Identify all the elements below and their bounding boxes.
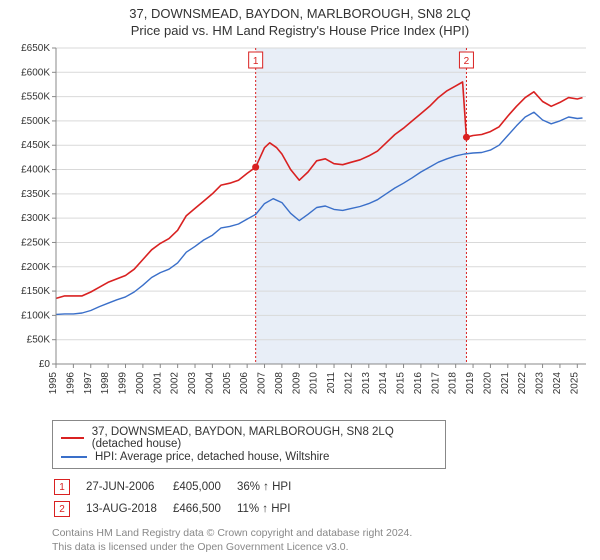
svg-text:1999: 1999 [118,372,129,395]
svg-text:1997: 1997 [83,372,94,395]
svg-text:1998: 1998 [100,372,111,395]
legend-row: 37, DOWNSMEAD, BAYDON, MARLBOROUGH, SN8 … [61,426,437,450]
svg-text:£0: £0 [39,359,51,370]
svg-text:2017: 2017 [430,372,441,395]
svg-text:£350K: £350K [21,189,50,200]
svg-text:1996: 1996 [65,372,76,395]
svg-text:£550K: £550K [21,92,50,103]
svg-text:2023: 2023 [535,372,546,395]
footer-line-2: This data is licensed under the Open Gov… [52,541,590,555]
svg-text:2015: 2015 [396,372,407,395]
svg-text:2024: 2024 [552,372,563,395]
svg-text:2016: 2016 [413,372,424,395]
legend-row: HPI: Average price, detached house, Wilt… [61,451,437,463]
svg-text:£250K: £250K [21,237,50,248]
svg-text:2018: 2018 [448,372,459,395]
svg-text:£650K: £650K [21,44,50,54]
svg-text:£200K: £200K [21,262,50,273]
svg-text:£150K: £150K [21,286,50,297]
svg-text:2: 2 [464,56,470,67]
marker-index-box: 1 [54,479,70,495]
svg-text:2011: 2011 [326,372,337,394]
marker-delta: 11% ↑ HPI [237,499,305,519]
svg-text:2002: 2002 [170,372,181,395]
svg-text:2012: 2012 [343,372,354,395]
legend-swatch [61,456,87,458]
markers-table: 1 27-JUN-2006£405,00036% ↑ HPI 2 13-AUG-201… [52,475,307,521]
svg-text:2007: 2007 [257,372,268,395]
svg-text:2004: 2004 [204,372,215,395]
svg-text:1995: 1995 [48,372,59,395]
marker-date: 27-JUN-2006 [86,477,171,497]
title-line-1: 37, DOWNSMEAD, BAYDON, MARLBOROUGH, SN8 … [10,6,590,21]
marker-date: 13-AUG-2018 [86,499,171,519]
svg-text:2021: 2021 [500,372,511,395]
marker-row: 2 13-AUG-2018£466,50011% ↑ HPI [54,499,305,519]
svg-text:2003: 2003 [187,372,198,395]
svg-text:£100K: £100K [21,310,50,321]
svg-text:2001: 2001 [152,372,163,395]
legend-swatch [61,437,84,439]
legend-label: 37, DOWNSMEAD, BAYDON, MARLBOROUGH, SN8 … [92,426,437,450]
svg-text:2010: 2010 [309,372,320,395]
svg-text:2013: 2013 [361,372,372,395]
chart-svg: £0 £50K £100K £150K £200K £250K £300K £350K £400… [10,44,590,414]
svg-text:2019: 2019 [465,372,476,395]
svg-text:2005: 2005 [222,372,233,395]
footer: Contains HM Land Registry data © Crown c… [52,527,590,554]
marker-index-box: 2 [54,501,70,517]
svg-text:£450K: £450K [21,140,50,151]
svg-text:2025: 2025 [569,372,580,395]
svg-text:2009: 2009 [291,372,302,395]
svg-text:2020: 2020 [482,372,493,395]
marker-price: £466,500 [173,499,235,519]
price-chart: £0 £50K £100K £150K £200K £250K £300K £350K £400… [10,44,590,414]
svg-text:£600K: £600K [21,67,50,78]
svg-text:2014: 2014 [378,372,389,395]
marker-row: 1 27-JUN-2006£405,00036% ↑ HPI [54,477,305,497]
svg-text:2022: 2022 [517,372,528,395]
title-line-2: Price paid vs. HM Land Registry's House … [10,23,590,38]
svg-text:2006: 2006 [239,372,250,395]
svg-text:2008: 2008 [274,372,285,395]
marker-price: £405,000 [173,477,235,497]
svg-text:2000: 2000 [135,372,146,395]
footer-line-1: Contains HM Land Registry data © Crown c… [52,527,590,541]
svg-text:1: 1 [253,56,259,67]
legend-label: HPI: Average price, detached house, Wilt… [95,451,329,463]
svg-text:£500K: £500K [21,116,50,127]
svg-text:£50K: £50K [27,335,51,346]
svg-text:£400K: £400K [21,165,50,176]
svg-text:£300K: £300K [21,213,50,224]
legend: 37, DOWNSMEAD, BAYDON, MARLBOROUGH, SN8 … [52,420,446,469]
marker-delta: 36% ↑ HPI [237,477,305,497]
